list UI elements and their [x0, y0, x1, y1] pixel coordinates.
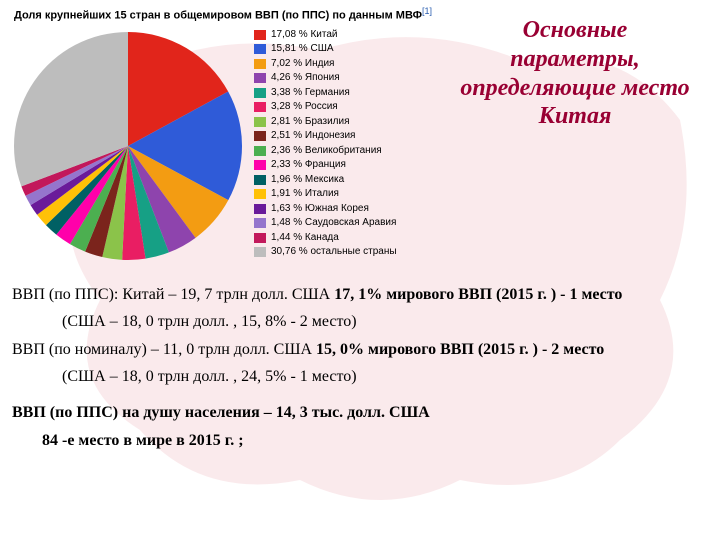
- legend-label: 2,33 % Франция: [271, 158, 346, 172]
- legend-swatch: [254, 59, 266, 69]
- legend-label: 1,48 % Саудовская Аравия: [271, 216, 396, 230]
- legend-label: 2,81 % Бразилия: [271, 115, 350, 129]
- legend-row: 30,76 % остальные страны: [254, 245, 397, 259]
- body-line: (США – 18, 0 трлн долл. , 24, 5% - 1 мес…: [12, 366, 706, 388]
- legend-swatch: [254, 102, 266, 112]
- legend-row: 1,91 % Италия: [254, 187, 397, 201]
- legend-row: 7,02 % Индия: [254, 57, 397, 71]
- body-line-bold: 84 -е место в мире в 2015 г. ;: [42, 432, 244, 449]
- body-line: ВВП (по ППС): Китай – 19, 7 трлн долл. С…: [12, 286, 334, 303]
- title-line: определяющие место: [460, 75, 689, 101]
- legend-row: 1,48 % Саудовская Аравия: [254, 216, 397, 230]
- chart-legend: 17,08 % Китай15,81 % США7,02 % Индия4,26…: [248, 26, 397, 260]
- legend-row: 4,26 % Япония: [254, 71, 397, 85]
- gdp-pie-chart: Доля крупнейших 15 стран в общемировом В…: [8, 6, 438, 266]
- legend-label: 1,44 % Канада: [271, 231, 339, 245]
- legend-row: 1,44 % Канада: [254, 231, 397, 245]
- legend-row: 1,63 % Южная Корея: [254, 202, 397, 216]
- legend-swatch: [254, 131, 266, 141]
- legend-label: 2,51 % Индонезия: [271, 129, 355, 143]
- title-line: Китая: [539, 103, 612, 129]
- legend-label: 30,76 % остальные страны: [271, 245, 397, 259]
- legend-row: 15,81 % США: [254, 42, 397, 56]
- body-line-bold: 17, 1% мирового ВВП (2015 г. ) - 1 место: [334, 286, 622, 303]
- chart-title-text: Доля крупнейших 15 стран в общемировом В…: [14, 10, 422, 22]
- pie-svg: [8, 26, 248, 266]
- legend-label: 17,08 % Китай: [271, 28, 338, 42]
- legend-row: 2,51 % Индонезия: [254, 129, 397, 143]
- legend-label: 2,36 % Великобритания: [271, 144, 382, 158]
- legend-row: 3,28 % Россия: [254, 100, 397, 114]
- legend-swatch: [254, 189, 266, 199]
- body-line: ВВП (по номиналу) – 11, 0 трлн долл. США: [12, 341, 316, 358]
- body-text: ВВП (по ППС): Китай – 19, 7 трлн долл. С…: [0, 266, 720, 452]
- legend-swatch: [254, 160, 266, 170]
- title-line: Основные: [523, 17, 628, 43]
- legend-swatch: [254, 117, 266, 127]
- page-title: Основные параметры, определяющие место К…: [438, 6, 712, 131]
- chart-title-ref: [1]: [422, 6, 432, 16]
- legend-row: 2,81 % Бразилия: [254, 115, 397, 129]
- legend-swatch: [254, 204, 266, 214]
- legend-swatch: [254, 44, 266, 54]
- legend-swatch: [254, 218, 266, 228]
- body-line-bold: 15, 0% мирового ВВП (2015 г. ) - 2 место: [316, 341, 604, 358]
- legend-swatch: [254, 146, 266, 156]
- legend-swatch: [254, 73, 266, 83]
- body-line: (США – 18, 0 трлн долл. , 15, 8% - 2 мес…: [12, 311, 706, 333]
- legend-label: 3,38 % Германия: [271, 86, 350, 100]
- legend-row: 3,38 % Германия: [254, 86, 397, 100]
- chart-title: Доля крупнейших 15 стран в общемировом В…: [8, 6, 438, 26]
- legend-label: 1,96 % Мексика: [271, 173, 344, 187]
- legend-label: 1,63 % Южная Корея: [271, 202, 369, 216]
- legend-swatch: [254, 247, 266, 257]
- legend-swatch: [254, 30, 266, 40]
- legend-label: 4,26 % Япония: [271, 71, 340, 85]
- body-line-bold: ВВП (по ППС) на душу населения – 14, 3 т…: [12, 404, 430, 421]
- legend-label: 7,02 % Индия: [271, 57, 334, 71]
- legend-swatch: [254, 175, 266, 185]
- title-line: параметры,: [510, 46, 639, 72]
- legend-row: 2,33 % Франция: [254, 158, 397, 172]
- legend-label: 1,91 % Италия: [271, 187, 339, 201]
- legend-swatch: [254, 233, 266, 243]
- legend-row: 1,96 % Мексика: [254, 173, 397, 187]
- legend-swatch: [254, 88, 266, 98]
- legend-row: 17,08 % Китай: [254, 28, 397, 42]
- legend-label: 3,28 % Россия: [271, 100, 338, 114]
- legend-label: 15,81 % США: [271, 42, 334, 56]
- legend-row: 2,36 % Великобритания: [254, 144, 397, 158]
